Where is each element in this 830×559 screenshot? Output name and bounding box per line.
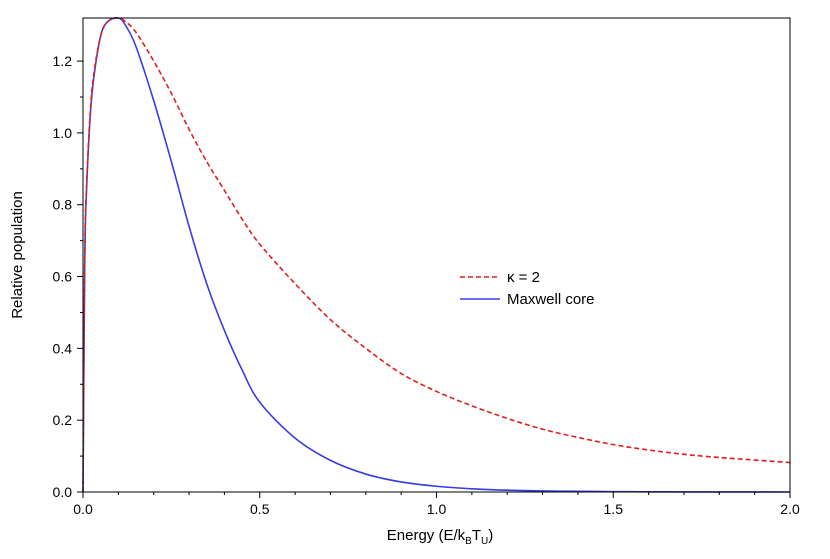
y-axis-title: Relative population <box>9 191 26 319</box>
series-kappa-2-line <box>82 17 791 493</box>
x-tick-label: 1.5 <box>604 501 624 517</box>
y-tick-label: 1.0 <box>53 125 73 141</box>
x-tick-label: 0.0 <box>73 501 93 517</box>
x-axis-title-main: Energy (E/k <box>387 527 466 544</box>
y-tick-label: 0.2 <box>53 412 73 428</box>
x-axis: 0.0 0.5 1.0 1.5 2.0 <box>73 492 800 517</box>
y-tick-label: 0.4 <box>53 340 73 356</box>
y-tick-label: 1.2 <box>53 53 73 69</box>
curves-layer <box>82 17 791 493</box>
series-maxwell-core-line <box>82 17 791 493</box>
legend-label-kappa: κ = 2 <box>507 269 540 286</box>
x-tick-label: 1.0 <box>427 501 447 517</box>
legend-label-maxwell: Maxwell core <box>507 291 595 308</box>
x-tick-label: 0.5 <box>250 501 270 517</box>
y-tick-label: 0.6 <box>53 269 73 285</box>
plot-frame <box>82 17 791 493</box>
legend: κ = 2 Maxwell core <box>460 269 595 308</box>
y-axis: 0.0 0.2 0.4 0.6 0.8 1.0 1.2 <box>53 53 83 500</box>
x-axis-title-sub-u: U <box>481 536 488 547</box>
y-tick-label: 0.0 <box>53 484 73 500</box>
x-axis-title-sub-b: B <box>465 536 472 547</box>
y-tick-label: 0.8 <box>53 197 73 213</box>
x-tick-label: 2.0 <box>780 501 800 517</box>
x-axis-title-end: ) <box>488 527 493 544</box>
x-axis-title: Energy (E/kBTU) <box>387 527 493 547</box>
x-axis-title-t: T <box>472 527 481 544</box>
